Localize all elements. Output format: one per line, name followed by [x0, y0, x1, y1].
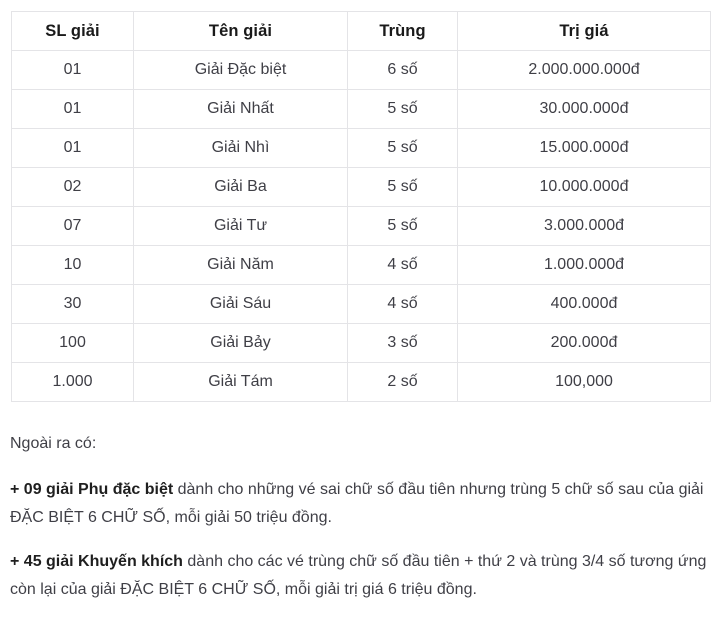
note-phu-dac-biet-label: + 09 giải Phụ đặc biệt: [10, 481, 174, 498]
cell-so-luong: 30: [11, 284, 134, 324]
cell-ten-giai: Giải Bảy: [133, 323, 348, 363]
table-header-row: SL giải Tên giải Trùng Trị giá: [11, 11, 711, 51]
cell-ten-giai: Giải Sáu: [133, 284, 348, 324]
cell-tri-gia: 3.000.000đ: [457, 206, 711, 246]
cell-tri-gia: 400.000đ: [457, 284, 711, 324]
table-row: 1.000 Giải Tám 2 số 100,000: [11, 362, 711, 402]
cell-trung: 4 số: [347, 284, 458, 324]
cell-so-luong: 100: [11, 323, 134, 363]
cell-ten-giai: Giải Năm: [133, 245, 348, 285]
cell-so-luong: 1.000: [11, 362, 134, 402]
cell-tri-gia: 1.000.000đ: [457, 245, 711, 285]
cell-tri-gia: 10.000.000đ: [457, 167, 711, 207]
table-row: 01 Giải Nhì 5 số 15.000.000đ: [11, 128, 711, 168]
cell-so-luong: 01: [11, 50, 134, 90]
prize-table: SL giải Tên giải Trùng Trị giá 01 Giải Đ…: [11, 11, 711, 402]
notes-intro-line: Ngoài ra có:: [10, 435, 97, 452]
cell-so-luong: 01: [11, 128, 134, 168]
table-row: 10 Giải Năm 4 số 1.000.000đ: [11, 245, 711, 285]
cell-trung: 4 số: [347, 245, 458, 285]
cell-tri-gia: 15.000.000đ: [457, 128, 711, 168]
cell-ten-giai: Giải Nhất: [133, 89, 348, 129]
cell-trung: 5 số: [347, 128, 458, 168]
note-phu-dac-biet-text: dành cho những vé sai chữ số đầu tiên nh…: [10, 481, 704, 526]
note-khuyen-khich-text: dành cho các vé trùng chữ số đầu tiên + …: [10, 553, 707, 598]
prize-table-container: SL giải Tên giải Trùng Trị giá 01 Giải Đ…: [11, 11, 711, 402]
column-header-ten-giai: Tên giải: [133, 11, 348, 51]
cell-trung: 3 số: [347, 323, 458, 363]
cell-trung: 5 số: [347, 167, 458, 207]
cell-tri-gia: 200.000đ: [457, 323, 711, 363]
column-header-so-luong-giai: SL giải: [11, 11, 134, 51]
table-row: 01 Giải Nhất 5 số 30.000.000đ: [11, 89, 711, 129]
cell-ten-giai: Giải Ba: [133, 167, 348, 207]
table-row: 01 Giải Đặc biệt 6 số 2.000.000.000đ: [11, 50, 711, 90]
column-header-tri-gia: Trị giá: [457, 11, 711, 51]
note-khuyen-khich-label: + 45 giải Khuyến khích: [10, 553, 183, 570]
cell-trung: 2 số: [347, 362, 458, 402]
cell-trung: 6 số: [347, 50, 458, 90]
note-khuyen-khich: + 45 giải Khuyến khích dành cho các vé t…: [10, 548, 716, 604]
cell-ten-giai: Giải Tám: [133, 362, 348, 402]
cell-so-luong: 01: [11, 89, 134, 129]
cell-tri-gia: 100,000: [457, 362, 711, 402]
cell-ten-giai: Giải Tư: [133, 206, 348, 246]
cell-ten-giai: Giải Nhì: [133, 128, 348, 168]
cell-tri-gia: 30.000.000đ: [457, 89, 711, 129]
cell-trung: 5 số: [347, 89, 458, 129]
cell-ten-giai: Giải Đặc biệt: [133, 50, 348, 90]
table-row: 30 Giải Sáu 4 số 400.000đ: [11, 284, 711, 324]
cell-tri-gia: 2.000.000.000đ: [457, 50, 711, 90]
prize-table-body: 01 Giải Đặc biệt 6 số 2.000.000.000đ 01 …: [11, 50, 711, 402]
note-phu-dac-biet: + 09 giải Phụ đặc biệt dành cho những vé…: [10, 476, 716, 532]
table-row: 07 Giải Tư 5 số 3.000.000đ: [11, 206, 711, 246]
table-row: 100 Giải Bảy 3 số 200.000đ: [11, 323, 711, 363]
column-header-trung: Trùng: [347, 11, 458, 51]
cell-trung: 5 số: [347, 206, 458, 246]
prize-table-header: SL giải Tên giải Trùng Trị giá: [11, 11, 711, 51]
cell-so-luong: 10: [11, 245, 134, 285]
additional-prizes-notes: Ngoài ra có: + 09 giải Phụ đặc biệt dành…: [10, 430, 716, 620]
cell-so-luong: 07: [11, 206, 134, 246]
cell-so-luong: 02: [11, 167, 134, 207]
table-row: 02 Giải Ba 5 số 10.000.000đ: [11, 167, 711, 207]
